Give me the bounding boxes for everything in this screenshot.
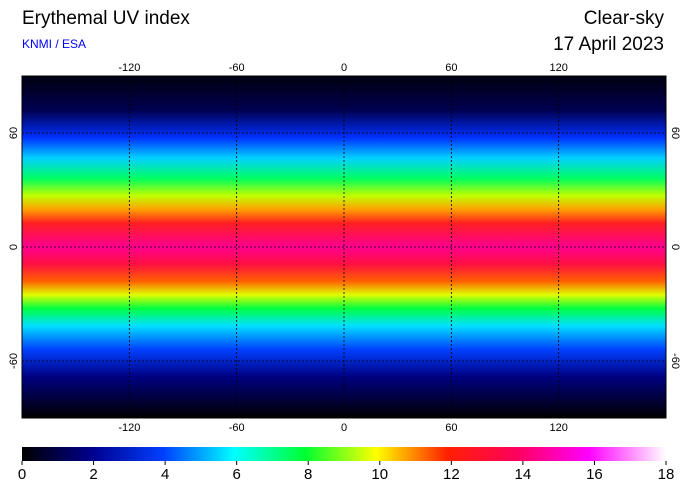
colorbar-label: 14	[515, 466, 532, 483]
colorbar-label: 12	[443, 466, 460, 483]
y-tick-label: 60	[8, 127, 20, 139]
x-tick-label: 120	[549, 422, 567, 434]
colorbar-label: 18	[658, 466, 675, 483]
y-tick-label: -60	[8, 353, 20, 369]
colorbar-label: 8	[304, 466, 312, 483]
x-tick-label: 60	[445, 62, 457, 74]
y-tick-label: 0	[669, 244, 681, 250]
x-tick-label: 120	[549, 62, 567, 74]
x-tick-label: 0	[341, 422, 347, 434]
colorbar-label: 6	[232, 466, 240, 483]
colorbar-label: 4	[161, 466, 169, 483]
x-tick-label: 0	[341, 62, 347, 74]
x-tick-label: -60	[229, 62, 245, 74]
x-tick-label: -120	[118, 62, 140, 74]
y-tick-label: 60	[669, 127, 681, 139]
x-tick-label: -120	[118, 422, 140, 434]
x-tick-label: 60	[445, 422, 457, 434]
colorbar	[22, 447, 666, 461]
title: Erythemal UV index	[22, 8, 190, 29]
source: KNMI / ESA	[22, 37, 86, 51]
x-tick-label: -60	[229, 422, 245, 434]
colorbar-label: 16	[586, 466, 603, 483]
colorbar-label: 2	[89, 466, 97, 483]
date: 17 April 2023	[553, 34, 664, 55]
colorbar-label: 0	[18, 466, 26, 483]
y-tick-label: -60	[669, 353, 681, 369]
y-tick-label: 0	[8, 244, 20, 250]
colorbar-label: 10	[371, 466, 388, 483]
condition: Clear-sky	[584, 8, 665, 29]
